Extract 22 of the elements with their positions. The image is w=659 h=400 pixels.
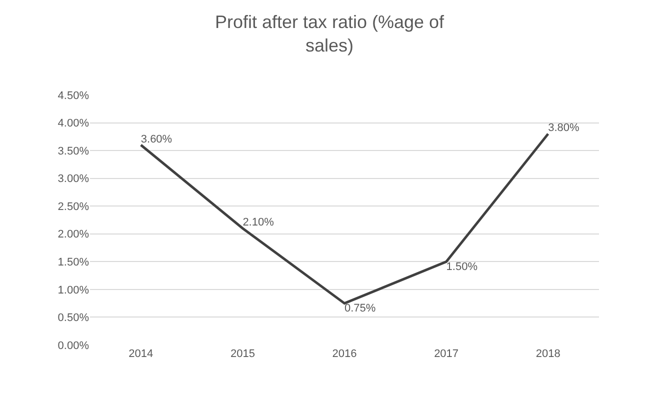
- y-tick-label: 2.00%: [58, 228, 90, 241]
- y-tick-label: 0.50%: [58, 312, 90, 324]
- chart-title: Profit after tax ratio (%age of sales): [214, 12, 446, 56]
- data-label: 3.80%: [548, 122, 580, 134]
- data-label: 1.50%: [446, 260, 478, 273]
- data-label: 2.10%: [242, 216, 274, 229]
- data-label: 0.75%: [344, 302, 376, 315]
- line-series: [140, 132, 550, 305]
- x-tick-label: 2015: [230, 348, 255, 360]
- x-tick-label: 2016: [332, 348, 357, 360]
- y-tick-label: 4.50%: [58, 90, 90, 102]
- x-tick-label: 2014: [128, 348, 154, 360]
- x-tick-label: 2017: [434, 348, 459, 360]
- y-tick-label: 1.50%: [58, 256, 90, 269]
- y-tick-label: 3.50%: [58, 145, 90, 158]
- y-tick-label: 3.00%: [58, 173, 90, 186]
- data-label: 3.60%: [140, 133, 172, 146]
- y-tick-label: 2.50%: [58, 200, 90, 213]
- y-tick-label: 1.00%: [58, 284, 90, 296]
- x-tick-label: 2018: [536, 348, 560, 360]
- y-tick-label: 0.00%: [58, 340, 90, 352]
- y-tick-label: 4.00%: [58, 118, 90, 130]
